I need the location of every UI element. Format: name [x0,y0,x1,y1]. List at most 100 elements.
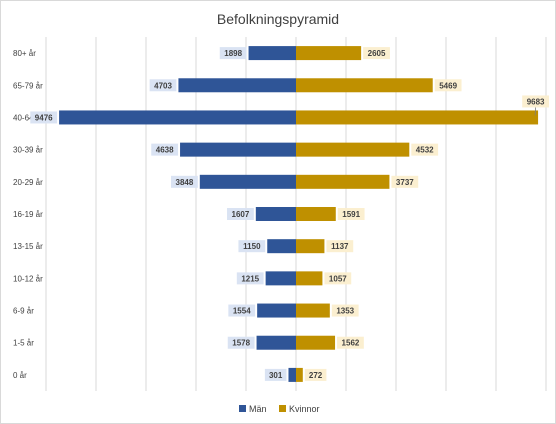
data-label-woman-background [411,143,439,156]
data-label-man: 1554 [228,304,256,317]
data-label-woman-text: 2605 [368,49,386,58]
data-label-man-background [219,47,247,60]
bar-man [288,367,296,382]
legend-label: Kvinnor [289,404,320,414]
bar-man [256,335,296,350]
data-label-man: 1150 [238,240,266,253]
data-label-woman: 1137 [326,240,354,253]
data-label-woman-background [391,175,419,188]
data-label-woman-background [363,47,390,60]
bar-man [257,303,296,318]
data-label-woman-text: 4532 [416,146,434,155]
data-label-woman-text: 3737 [396,178,414,187]
data-label-man-background [149,79,177,92]
data-label-man-text: 9476 [35,113,53,122]
category-label: 65-79 år [13,81,43,90]
bar-woman [296,335,336,350]
data-label-man-text: 1215 [241,274,259,283]
legend-swatch [239,405,246,412]
bar-man [265,271,296,286]
bar-man [255,207,296,221]
data-label-woman-text: 272 [309,371,323,380]
bar-woman [296,46,362,61]
category-label: 1-5 år [13,339,34,348]
data-label-woman: 1591 [337,208,365,220]
data-label-woman-text: 5469 [439,81,457,90]
data-label-man-background [151,143,179,156]
data-label-man: 1607 [227,208,254,220]
bar-woman [296,78,433,93]
data-label-woman-background [304,368,327,381]
bar-woman [296,142,410,157]
bar-woman [296,271,323,286]
data-label-man-text: 1607 [232,210,250,219]
data-label-man: 1898 [219,47,247,60]
data-label-man-text: 301 [269,371,283,380]
category-label: 80+ år [13,49,36,58]
category-label: 0 år [13,371,27,380]
category-label: 13-15 år [13,242,43,251]
bars [59,46,539,382]
category-label: 16-19 år [13,210,43,219]
leader-line [534,107,536,116]
data-label-woman-text: 1057 [329,274,347,283]
category-label: 6-9 år [13,307,34,316]
category-axis: 80+ år 65-79 år 40-64 år 30-39 år 20-29 år 16… [13,49,43,380]
data-label-man-background [227,208,254,220]
bar-woman [296,110,539,125]
data-label-man-text: 4703 [154,81,172,90]
category-label: 30-39 år [13,146,43,155]
data-label-man-text: 1578 [232,339,250,348]
data-label-woman: 1057 [324,272,352,285]
category-label: 20-29 år [13,178,43,187]
data-label-woman: 2605 [363,47,390,60]
legend-item: Män [239,404,267,414]
data-label-woman: 9683 [522,95,549,108]
legend-item: Kvinnor [279,404,320,414]
data-labels: 1898 2605 4703 5469 9476 9683 4638 4532 3848 3737… [30,47,549,381]
bar-man [267,239,296,254]
bar-woman [296,174,390,189]
data-label-man-background [238,240,266,253]
bar-woman [296,367,303,382]
bar-man [199,174,296,189]
category-label: 40-64 år [13,113,43,122]
data-label-woman: 1562 [337,336,364,349]
data-label-woman: 3737 [391,175,419,188]
data-label-woman-background [324,272,352,285]
bar-woman [296,303,330,318]
data-label-woman-background [337,336,364,349]
category-label: 10-12 år [13,274,43,283]
bar-man [178,78,296,93]
data-label-man-background [171,175,198,188]
data-label-woman-text: 1137 [331,242,349,251]
data-label-woman: 5469 [434,79,462,92]
bar-man [248,46,296,61]
data-label-man-text: 4638 [156,146,174,155]
data-label-man-background [227,336,255,349]
data-label-woman: 272 [304,368,327,381]
data-label-man-text: 1554 [233,307,251,316]
data-label-man-background [264,368,287,381]
data-label-woman-text: 1562 [342,339,360,348]
data-label-woman-background [522,95,549,108]
legend: Män Kvinnor [239,404,320,414]
bar-man [59,110,296,125]
chart-title: Befolkningspyramid [217,11,339,27]
data-label-man-background [228,304,256,317]
data-label-woman-background [337,208,365,220]
data-label-woman-background [331,304,359,317]
legend-label: Män [249,404,267,414]
data-label-man-background [236,272,264,285]
data-label-man: 4638 [151,143,179,156]
data-label-woman-text: 1353 [336,307,354,316]
data-label-woman-text: 9683 [527,97,545,106]
data-label-woman-text: 1591 [342,210,360,219]
data-label-woman-background [326,240,354,253]
data-label-man-text: 1898 [224,49,242,58]
data-label-man-text: 3848 [176,178,194,187]
data-label-man-background [30,111,58,124]
data-label-woman-background [434,79,462,92]
